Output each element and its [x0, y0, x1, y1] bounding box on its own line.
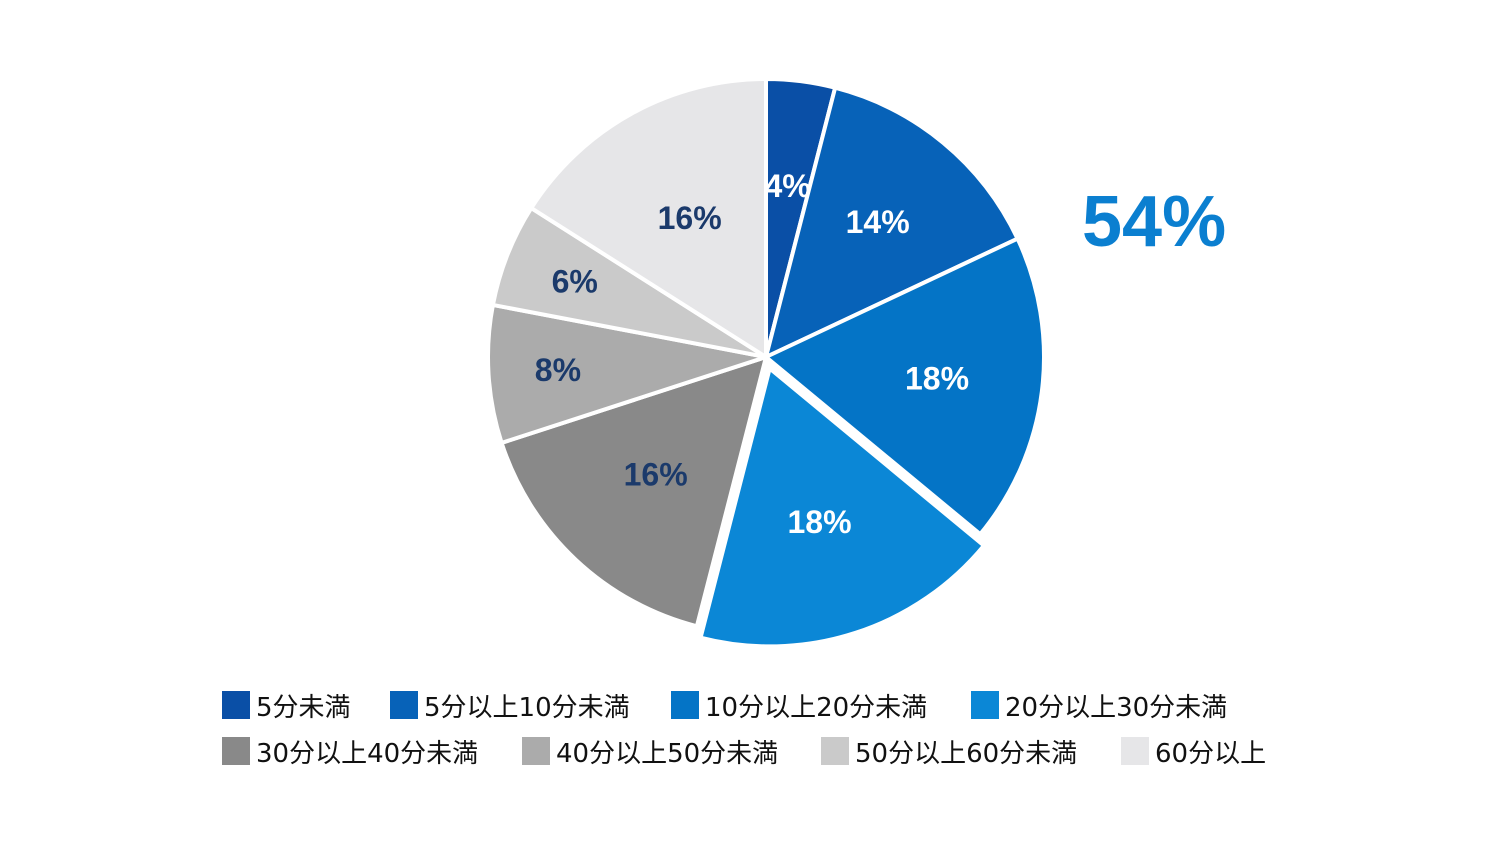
legend-item-0: 5分未満 [222, 688, 351, 723]
legend-swatch [222, 737, 250, 765]
legend-swatch [821, 737, 849, 765]
legend-label: 60分以上 [1155, 738, 1267, 769]
legend-swatch [971, 691, 999, 719]
slice-data-label-0: 4% [764, 168, 810, 204]
highlight-total-label: 54% [1082, 182, 1227, 262]
pie-slice-2 [764, 236, 1046, 537]
pie-slice-4 [499, 355, 768, 629]
legend-label: 20分以上30分未満 [1005, 692, 1228, 723]
slice-data-label-2: 18% [905, 361, 969, 397]
pie-slice-7 [529, 77, 768, 359]
slice-data-label-7: 16% [658, 200, 722, 236]
legend-item-1: 5分以上10分未満 [390, 688, 630, 723]
slice-data-label-1: 14% [846, 204, 910, 240]
slice-data-label-6: 6% [552, 263, 598, 299]
legend-item-6: 50分以上60分未満 [821, 734, 1078, 769]
pie-slice-1 [764, 85, 1020, 359]
legend-swatch [222, 691, 250, 719]
legend-swatch [390, 691, 418, 719]
pie-slice-5 [486, 302, 768, 445]
slice-data-label-4: 16% [624, 457, 688, 493]
legend-item-4: 30分以上40分未満 [222, 734, 479, 769]
legend-label: 30分以上40分未満 [256, 738, 479, 769]
slice-data-label-5: 8% [535, 352, 581, 388]
pie-slice-3 [698, 366, 986, 649]
legend-swatch [671, 691, 699, 719]
slice-data-label-3: 18% [788, 504, 852, 540]
legend-swatch [522, 737, 550, 765]
legend-item-2: 10分以上20分未満 [671, 688, 928, 723]
legend-item-3: 20分以上30分未満 [971, 688, 1228, 723]
legend-item-5: 40分以上50分未満 [522, 734, 779, 769]
legend-label: 5分未満 [256, 692, 351, 723]
legend-swatch [1121, 737, 1149, 765]
legend-label: 40分以上50分未満 [556, 738, 779, 769]
legend-item-7: 60分以上 [1121, 734, 1267, 769]
legend-label: 10分以上20分未満 [705, 692, 928, 723]
legend-label: 50分以上60分未満 [855, 738, 1078, 769]
legend-label: 5分以上10分未満 [424, 692, 630, 723]
